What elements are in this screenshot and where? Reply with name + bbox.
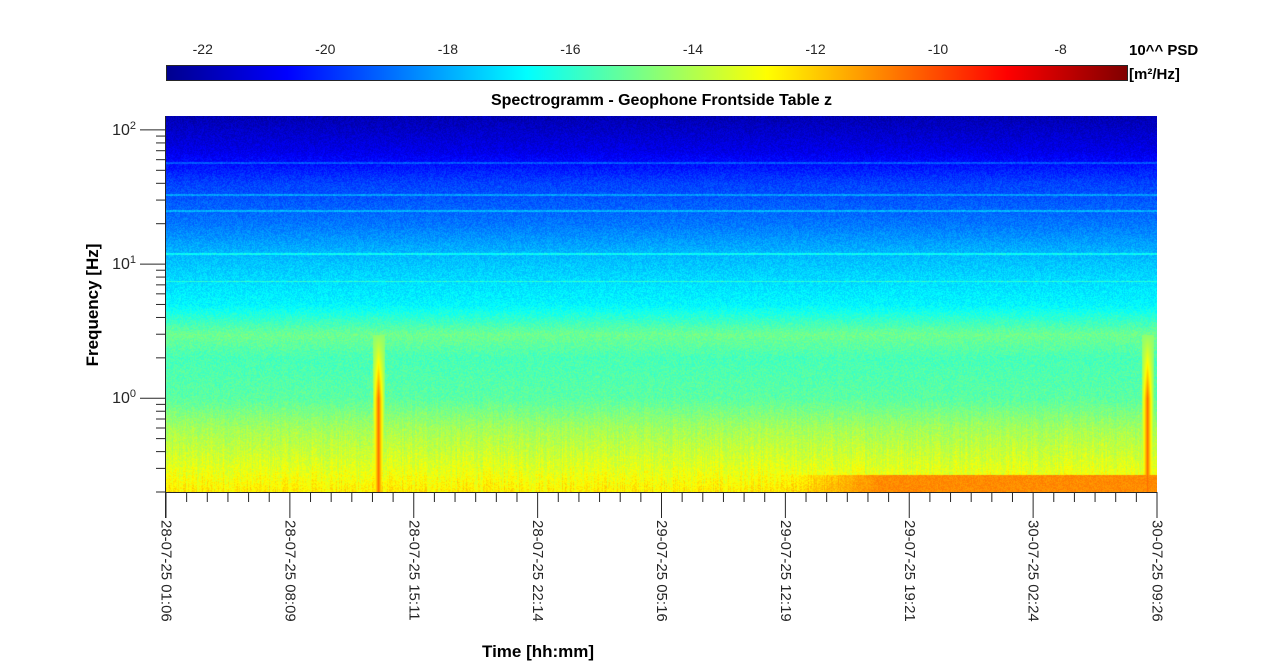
colorbar-tick-label: -12 [805, 41, 826, 57]
y-axis-label: Frequency [Hz] [83, 243, 102, 367]
x-tick-label: 29-07-25 05:16 [653, 520, 670, 622]
colorbar-label: 10^^ PSD [1129, 42, 1199, 59]
x-tick-label: 28-07-25 01:06 [157, 520, 175, 622]
y-tick-label: 100 [112, 388, 136, 408]
x-tick-label: 29-07-25 12:19 [776, 520, 794, 622]
x-tick-label: 29-07-25 19:21 [900, 520, 918, 622]
colorbar-tick-label: -18 [437, 41, 458, 57]
colorbar [166, 65, 1128, 81]
y-tick-exponent: 2 [129, 119, 136, 132]
y-tick-base: 10 [112, 390, 130, 408]
x-tick-label: 28-07-25 08:09 [281, 520, 299, 622]
colorbar-tick-label: -20 [315, 41, 336, 57]
spectrogram-heatmap [166, 116, 1157, 492]
colorbar-tick-label: -22 [192, 41, 213, 57]
colorbar-tick-label: -14 [682, 41, 704, 57]
y-tick-label: 101 [112, 254, 136, 274]
y-tick-exponent: 1 [129, 253, 136, 266]
colorbar-tick-label: -8 [1054, 41, 1067, 57]
y-tick-label: 102 [112, 120, 136, 140]
y-tick-exponent: 0 [129, 388, 136, 401]
colorbar-unit: [m²/Hz] [1129, 66, 1180, 83]
y-tick-base: 10 [112, 256, 130, 274]
x-tick-label: 30-07-25 09:26 [1148, 520, 1166, 622]
chart-title: Spectrogramm - Geophone Frontside Table … [490, 92, 833, 109]
colorbar-tick-label: -10 [927, 41, 949, 57]
x-tick-label: 30-07-25 02:24 [1024, 520, 1042, 622]
x-tick-label: 28-07-25 15:11 [405, 520, 423, 621]
colorbar-tick-label: -16 [560, 41, 581, 57]
x-tick-label: 28-07-25 22:14 [529, 520, 547, 622]
y-tick-base: 10 [112, 122, 130, 140]
x-axis-label: Time [hh:mm] [482, 642, 595, 661]
